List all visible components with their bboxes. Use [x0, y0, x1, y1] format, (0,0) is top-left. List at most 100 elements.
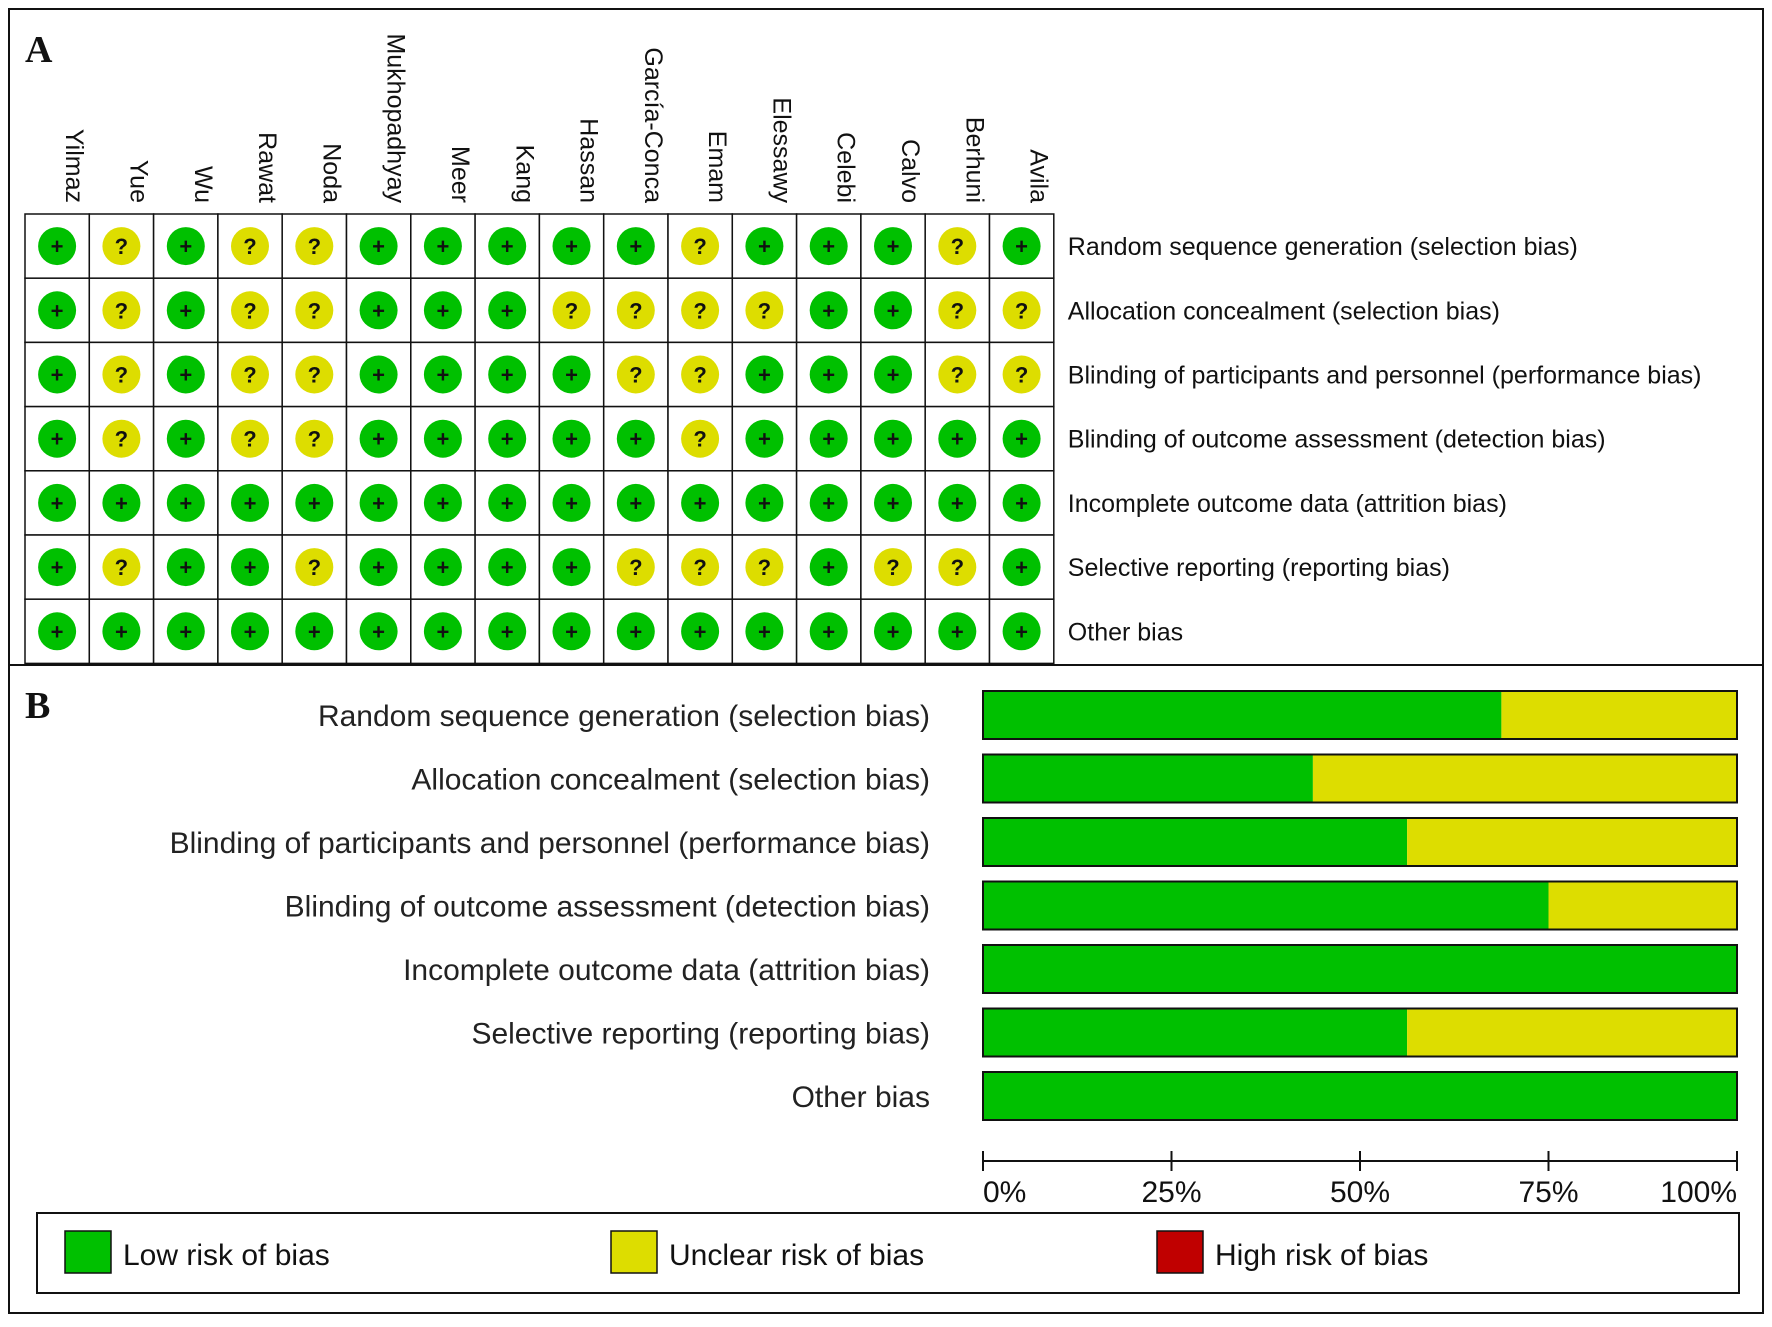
judgement-dot-unclear [295, 227, 334, 266]
study-label-rawat: Rawat [253, 132, 281, 203]
judgement-dot-low [681, 483, 720, 522]
judgement-dot-low [38, 419, 77, 458]
judgement-symbol-unclear: ? [693, 555, 706, 580]
judgement-dot-low [616, 483, 655, 522]
study-label-avila: Avila [1025, 149, 1053, 203]
summary-cell-frame [731, 277, 798, 344]
judgement-symbol-low: + [244, 491, 257, 516]
summary-cell: ? [988, 277, 1055, 344]
summary-cell: + [217, 470, 283, 536]
summary-cell: + [795, 277, 862, 344]
judgement-dot-low [616, 419, 655, 458]
study-label-berhuni: Berhuni [960, 117, 988, 203]
judgement-symbol-low: + [51, 427, 64, 452]
judgement-symbol-low: + [1015, 427, 1028, 452]
judgement-symbol-unclear: ? [951, 363, 964, 388]
graph-domain-label-1: Random sequence generation (selection bi… [318, 700, 930, 733]
summary-cell: + [667, 598, 734, 665]
bar-segment-unclear [1548, 881, 1737, 930]
judgement-dot-low [102, 612, 141, 651]
judgement-dot-low [359, 612, 398, 651]
judgement-symbol-unclear: ? [629, 298, 642, 323]
judgement-symbol-unclear: ? [243, 427, 256, 452]
judgement-symbol-low: + [822, 491, 835, 516]
bar-segment-low [983, 754, 1313, 803]
judgement-dot-low [38, 227, 77, 266]
judgement-symbol-low: + [501, 427, 514, 452]
judgement-symbol-low: + [372, 491, 385, 516]
judgement-symbol-unclear: ? [629, 363, 642, 388]
summary-cell: ? [281, 405, 348, 472]
judgement-dot-low [938, 419, 977, 458]
judgement-dot-low [1002, 419, 1041, 458]
bar-segment-low [983, 881, 1549, 930]
summary-cell: + [538, 213, 605, 279]
judgement-dot-low [423, 419, 462, 458]
summary-cell-frame [731, 470, 798, 536]
judgement-symbol-low: + [115, 619, 128, 644]
bar-outline [982, 753, 1738, 804]
judgement-dot-low [681, 612, 720, 651]
summary-cell: ? [667, 213, 734, 279]
judgement-dot-unclear [102, 419, 141, 458]
summary-cell: + [731, 341, 798, 408]
x-tick-label: 0% [983, 1176, 1026, 1209]
summary-cell: ? [281, 341, 348, 408]
judgement-symbol-unclear: ? [115, 427, 128, 452]
judgement-symbol-low: + [501, 234, 514, 259]
summary-cell: + [538, 341, 605, 408]
judgement-symbol-low: + [115, 491, 128, 516]
summary-cell: ? [217, 405, 283, 472]
summary-cell: + [474, 341, 541, 408]
judgement-dot-low [552, 548, 591, 587]
bar-outline [982, 1071, 1738, 1121]
summary-cell: ? [667, 534, 734, 600]
legend-swatch-low [64, 1230, 112, 1274]
summary-cell: + [410, 534, 476, 600]
summary-cell: + [474, 470, 541, 536]
summary-cell: + [345, 277, 412, 344]
judgement-dot-unclear [938, 355, 977, 394]
summary-cell: + [345, 213, 412, 279]
judgement-symbol-low: + [822, 363, 835, 388]
summary-cell: + [88, 470, 155, 536]
judgement-symbol-unclear: ? [693, 427, 706, 452]
judgement-symbol-low: + [372, 555, 385, 580]
judgement-symbol-low: + [179, 427, 192, 452]
summary-cell: + [538, 598, 605, 665]
graph-domain-label-3: Blinding of participants and personnel (… [170, 827, 930, 860]
summary-cell: ? [217, 213, 283, 279]
judgement-symbol-low: + [951, 491, 964, 516]
summary-cell: + [345, 341, 412, 408]
judgement-symbol-low: + [179, 363, 192, 388]
judgement-dot-unclear [745, 548, 784, 587]
judgement-dot-unclear [102, 548, 141, 587]
summary-cell: ? [924, 213, 991, 279]
summary-cell: ? [602, 534, 669, 600]
summary-cell: + [988, 598, 1055, 665]
legend-label-high: High risk of bias [1215, 1239, 1428, 1272]
x-tick-label: 25% [1141, 1176, 1201, 1209]
judgement-dot-unclear [295, 419, 334, 458]
judgement-symbol-low: + [179, 491, 192, 516]
summary-cell: + [345, 598, 412, 665]
legend: Low risk of bias Unclear risk of bias Hi… [36, 1212, 1740, 1294]
judgement-symbol-unclear: ? [565, 298, 578, 323]
study-label-wu: Wu [189, 166, 217, 203]
judgement-symbol-low: + [51, 555, 64, 580]
judgement-dot-low [1002, 483, 1041, 522]
judgement-symbol-low: + [372, 234, 385, 259]
judgement-symbol-unclear: ? [758, 555, 771, 580]
judgement-dot-low [938, 612, 977, 651]
judgement-dot-unclear [874, 548, 912, 587]
summary-domain-label-7: Other bias [1068, 618, 1183, 646]
judgement-dot-low [166, 419, 205, 458]
judgement-symbol-low: + [436, 234, 449, 259]
bar-segment-low [983, 691, 1502, 739]
summary-cell: + [988, 405, 1055, 472]
bar-segment-low [983, 1008, 1408, 1057]
bar-segment-low [983, 818, 1408, 866]
judgement-symbol-low: + [179, 298, 192, 323]
summary-domain-label-4: Blinding of outcome assessment (detectio… [1068, 426, 1606, 454]
judgement-symbol-low: + [565, 234, 578, 259]
